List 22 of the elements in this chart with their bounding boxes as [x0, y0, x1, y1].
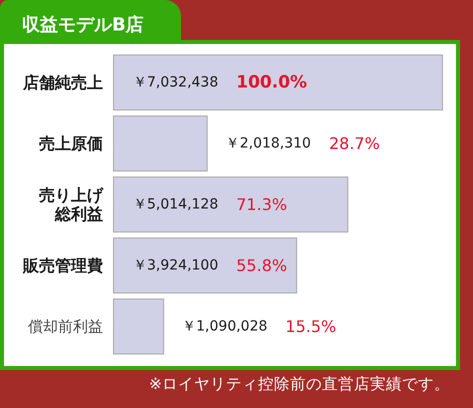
annotation: 15.5%	[285, 317, 336, 336]
annotation: 100.0%	[236, 72, 308, 92]
annotation: 28.7%	[328, 134, 380, 153]
annotation: 55.8%	[236, 256, 288, 275]
data-label: ￥1,090,028	[182, 318, 268, 334]
data-label: ￥5,014,128	[133, 196, 218, 212]
y-tick-label: 販売管理費	[22, 256, 103, 275]
y-tick-label: 償却前利益	[28, 318, 103, 336]
data-label: ￥2,018,310	[226, 136, 311, 152]
annotation: 71.3%	[236, 195, 288, 214]
bar	[113, 54, 443, 111]
bar	[113, 298, 164, 355]
chart-title: 収益モデルB店	[22, 14, 144, 36]
y-tick-label: 売り上げ総利益	[39, 186, 104, 224]
bar	[113, 237, 298, 294]
data-label: ￥7,032,438	[133, 74, 218, 90]
bar	[113, 176, 348, 233]
data-label: ￥3,924,100	[133, 258, 218, 274]
y-tick-label: 店舗純売上	[22, 73, 103, 92]
y-tick-label: 売上原価	[39, 134, 103, 153]
bar	[113, 115, 208, 172]
text: ※ロイヤリティ控除前の直営店実績です。	[149, 375, 450, 393]
